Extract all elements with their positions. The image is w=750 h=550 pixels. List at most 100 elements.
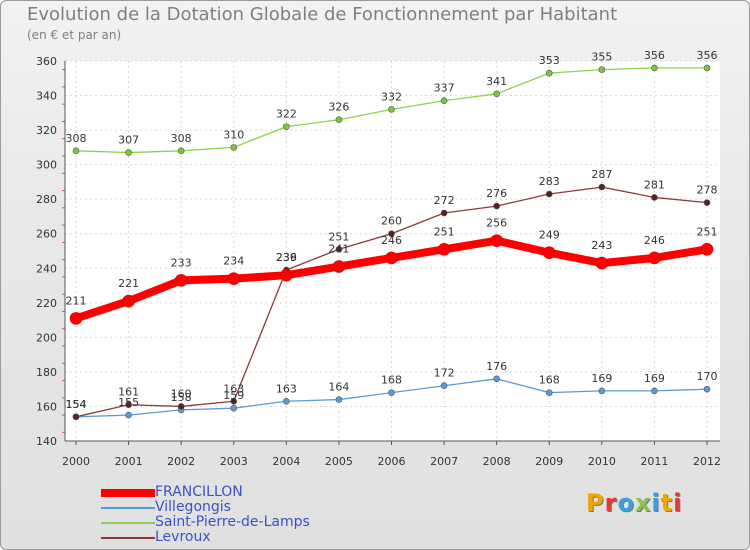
data-point (493, 90, 500, 98)
data-point (700, 242, 714, 256)
data-label: 234 (223, 255, 244, 268)
x-tick-label: 2011 (640, 455, 668, 468)
data-label: 326 (328, 101, 349, 114)
data-point (703, 64, 711, 72)
data-label: 355 (591, 51, 612, 64)
logo-letter: r (604, 489, 618, 517)
data-label: 241 (328, 243, 349, 256)
logo-letter: t (660, 489, 674, 517)
data-point (69, 312, 83, 325)
data-label: 170 (697, 370, 718, 383)
data-point (545, 389, 553, 396)
data-label: 310 (223, 128, 244, 141)
data-point (335, 116, 343, 124)
y-tick-label: 140 (36, 435, 57, 448)
legend-label: Levroux (155, 529, 211, 545)
data-point (230, 144, 238, 151)
data-point (174, 274, 188, 287)
data-point (545, 190, 553, 198)
data-point (388, 230, 395, 238)
data-label: 281 (644, 178, 665, 191)
data-label: 307 (118, 134, 139, 147)
legend-swatch (101, 522, 155, 524)
x-tick-label: 2007 (430, 455, 458, 468)
data-label: 239 (276, 251, 297, 264)
y-tick-label: 260 (36, 228, 57, 241)
data-point (177, 403, 185, 410)
data-label: 256 (486, 217, 507, 230)
chart-subtitle: (en € et par an) (27, 28, 122, 42)
x-tick-label: 2005 (325, 455, 353, 468)
data-point (125, 401, 132, 409)
data-point (335, 396, 343, 403)
data-label: 251 (434, 225, 455, 238)
x-tick-label: 2000 (62, 455, 90, 468)
data-label: 251 (328, 230, 349, 243)
data-point (332, 260, 346, 273)
data-point (703, 199, 711, 206)
data-point (440, 382, 448, 390)
data-label: 356 (697, 49, 718, 62)
legend-label: Saint-Pierre-de-Lamps (155, 514, 310, 530)
data-point (493, 202, 500, 210)
logo-letter: o (617, 489, 635, 517)
data-point (648, 251, 661, 265)
data-label: 308 (171, 132, 192, 145)
x-tick-label: 2003 (220, 455, 248, 468)
data-label: 161 (118, 386, 139, 399)
data-label: 356 (644, 49, 665, 62)
y-tick-label: 180 (36, 366, 57, 379)
data-point (598, 183, 606, 191)
data-label: 154 (66, 398, 87, 411)
logo-letter: x (634, 489, 652, 517)
data-point (440, 209, 448, 217)
proxiti-logo: Proxiti (586, 489, 682, 517)
data-label: 169 (644, 372, 665, 385)
data-label: 154 (66, 398, 87, 411)
data-point (283, 397, 290, 405)
data-point (493, 375, 500, 383)
data-label: 221 (118, 277, 139, 290)
data-label: 278 (697, 184, 718, 197)
data-point (230, 404, 238, 412)
x-tick-label: 2012 (693, 455, 721, 468)
data-label: 164 (328, 381, 349, 394)
data-point (490, 234, 503, 247)
data-point (545, 69, 553, 77)
legend-swatch (101, 489, 155, 497)
data-label: 272 (434, 194, 455, 207)
data-label: 246 (644, 234, 665, 247)
data-point (227, 272, 241, 285)
data-point (598, 66, 606, 73)
data-label: 159 (223, 389, 244, 402)
data-label: 341 (486, 75, 507, 88)
data-label: 236 (276, 251, 297, 264)
data-label: 243 (591, 239, 612, 252)
data-label: 163 (223, 382, 244, 395)
data-label: 233 (171, 256, 192, 269)
y-tick-label: 200 (36, 331, 57, 344)
y-tick-label: 280 (36, 193, 57, 206)
data-point (72, 413, 80, 421)
data-point (72, 147, 80, 155)
legend-swatch (101, 537, 155, 539)
legend-label: FRANCILLON (155, 484, 243, 500)
data-label: 337 (434, 82, 455, 95)
legend-label: Villegongis (155, 499, 231, 515)
data-label: 176 (486, 360, 507, 373)
data-label: 283 (539, 175, 560, 188)
data-label: 251 (697, 225, 718, 238)
y-tick-label: 360 (36, 55, 57, 68)
data-point (230, 397, 238, 405)
data-point (177, 147, 185, 155)
data-label: 211 (66, 294, 87, 307)
y-tick-label: 240 (36, 262, 57, 275)
x-tick-label: 2010 (588, 455, 616, 468)
legend-swatch (101, 507, 155, 509)
x-tick-label: 2001 (115, 455, 143, 468)
data-point (703, 385, 711, 393)
data-point (437, 242, 451, 256)
x-tick-label: 2006 (378, 455, 406, 468)
data-point (125, 149, 132, 156)
